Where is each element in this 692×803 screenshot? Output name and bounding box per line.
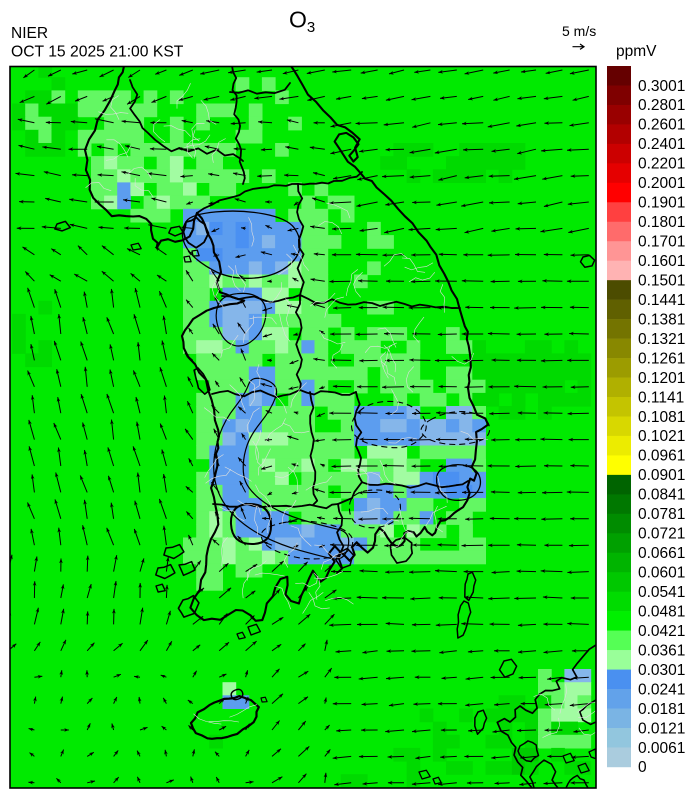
svg-text:0.0421: 0.0421 <box>638 623 685 640</box>
svg-text:ppmV: ppmV <box>616 43 657 60</box>
svg-text:0.1501: 0.1501 <box>638 272 685 289</box>
svg-text:0.0541: 0.0541 <box>638 584 685 601</box>
svg-text:0.0961: 0.0961 <box>638 448 685 465</box>
svg-text:0.1021: 0.1021 <box>638 428 685 445</box>
svg-text:5 m/s: 5 m/s <box>562 23 596 39</box>
svg-text:0.1261: 0.1261 <box>638 350 685 367</box>
svg-text:0.0301: 0.0301 <box>638 662 685 679</box>
svg-text:0.1141: 0.1141 <box>638 389 684 406</box>
svg-text:0.1081: 0.1081 <box>638 409 685 426</box>
svg-text:0.1901: 0.1901 <box>638 195 685 212</box>
svg-text:0.0121: 0.0121 <box>638 720 685 737</box>
svg-text:0.1381: 0.1381 <box>638 311 685 328</box>
svg-text:0.1601: 0.1601 <box>638 253 685 270</box>
svg-text:0.0361: 0.0361 <box>638 642 685 659</box>
svg-text:0.0661: 0.0661 <box>638 545 685 562</box>
svg-text:0.0181: 0.0181 <box>638 701 685 718</box>
svg-text:0.1441: 0.1441 <box>638 292 685 309</box>
svg-text:0.0781: 0.0781 <box>638 506 685 523</box>
svg-text:0.2601: 0.2601 <box>638 117 685 134</box>
svg-text:0.1801: 0.1801 <box>638 214 685 231</box>
svg-text:0: 0 <box>638 759 647 776</box>
svg-text:0.0901: 0.0901 <box>638 467 685 484</box>
svg-text:0.0721: 0.0721 <box>638 526 685 543</box>
svg-text:0.1201: 0.1201 <box>638 370 685 387</box>
svg-text:0.0241: 0.0241 <box>638 681 685 698</box>
svg-text:0.1321: 0.1321 <box>638 331 685 348</box>
svg-text:0.3001: 0.3001 <box>638 78 685 95</box>
svg-text:0.0601: 0.0601 <box>638 565 685 582</box>
svg-text:0.1701: 0.1701 <box>638 234 685 251</box>
svg-text:0.2801: 0.2801 <box>638 97 685 114</box>
svg-text:0.2001: 0.2001 <box>638 175 685 192</box>
svg-text:OCT 15 2025 21:00 KST: OCT 15 2025 21:00 KST <box>11 44 184 61</box>
svg-text:0.2201: 0.2201 <box>638 156 685 173</box>
svg-text:0.0841: 0.0841 <box>638 487 685 504</box>
svg-text:0.0481: 0.0481 <box>638 603 685 620</box>
svg-text:0.0061: 0.0061 <box>638 740 685 757</box>
svg-text:0.2401: 0.2401 <box>638 136 685 153</box>
svg-text:NIER: NIER <box>11 25 48 42</box>
